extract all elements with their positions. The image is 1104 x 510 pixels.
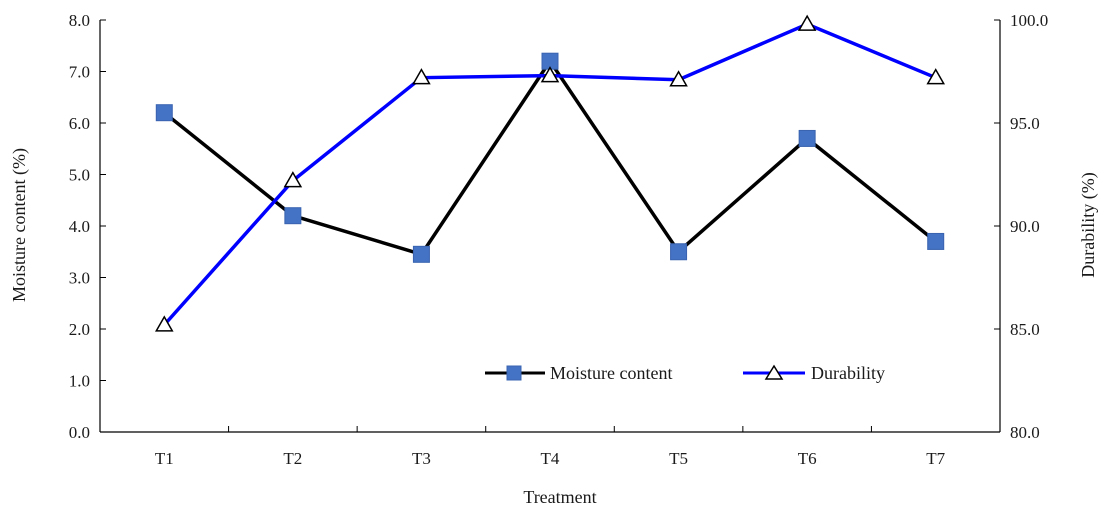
series-moisture <box>155 52 945 263</box>
x-tick-label: T6 <box>798 449 817 468</box>
right-y-tick-label: 95.0 <box>1010 114 1040 133</box>
axes: 0.0 1.0 2.0 3.0 4.0 5.0 6.0 7.0 8.0 80.0 85.0 90.0 9… <box>69 11 1049 468</box>
right-y-tick-label: 100.0 <box>1010 11 1048 30</box>
series-line <box>163 58 937 257</box>
left-y-tick-label: 1.0 <box>69 372 90 391</box>
series-durability <box>154 14 946 332</box>
left-y-tick-label: 6.0 <box>69 114 90 133</box>
right-y-tick-label: 85.0 <box>1010 320 1040 339</box>
right-y-tick-label: 80.0 <box>1010 423 1040 442</box>
legend-item-durability: Durability <box>743 363 885 383</box>
legend-label-durability: Durability <box>811 363 885 383</box>
data-point <box>284 207 302 225</box>
right-y-tick-label: 90.0 <box>1010 217 1040 236</box>
x-axis-title: Treatment <box>523 487 596 507</box>
legend-item-moisture: Moisture content <box>485 363 672 383</box>
data-point <box>412 245 430 263</box>
data-point <box>927 232 945 250</box>
legend-marker-moisture <box>506 365 522 381</box>
data-point <box>670 243 688 261</box>
data-point <box>926 68 946 85</box>
left-y-tick-label: 8.0 <box>69 11 90 30</box>
x-tick-label: T4 <box>541 449 560 468</box>
data-point <box>154 315 174 332</box>
series-layer <box>154 14 946 332</box>
data-point <box>155 104 173 122</box>
legend: Moisture content Durability <box>485 363 885 383</box>
left-y-tick-label: 7.0 <box>69 63 90 82</box>
data-point <box>540 66 560 83</box>
x-tick-label: T7 <box>926 449 945 468</box>
data-point <box>797 14 817 31</box>
x-tick-label: T5 <box>669 449 688 468</box>
x-tick-label: T2 <box>283 449 302 468</box>
legend-label-moisture: Moisture content <box>550 363 672 383</box>
x-tick-label: T1 <box>155 449 174 468</box>
left-y-axis-title: Moisture content (%) <box>9 148 30 302</box>
x-tick-label: T3 <box>412 449 431 468</box>
legend-marker-durability <box>764 364 784 380</box>
right-y-axis-title: Durability (%) <box>1078 172 1099 277</box>
left-y-tick-label: 4.0 <box>69 217 90 236</box>
left-y-tick-label: 3.0 <box>69 269 90 288</box>
data-point <box>412 68 431 85</box>
left-y-tick-label: 2.0 <box>69 320 90 339</box>
data-point <box>798 129 816 147</box>
left-y-tick-label: 0.0 <box>69 423 90 442</box>
data-point <box>669 70 688 87</box>
left-y-tick-label: 5.0 <box>69 166 90 185</box>
data-point <box>283 171 303 188</box>
